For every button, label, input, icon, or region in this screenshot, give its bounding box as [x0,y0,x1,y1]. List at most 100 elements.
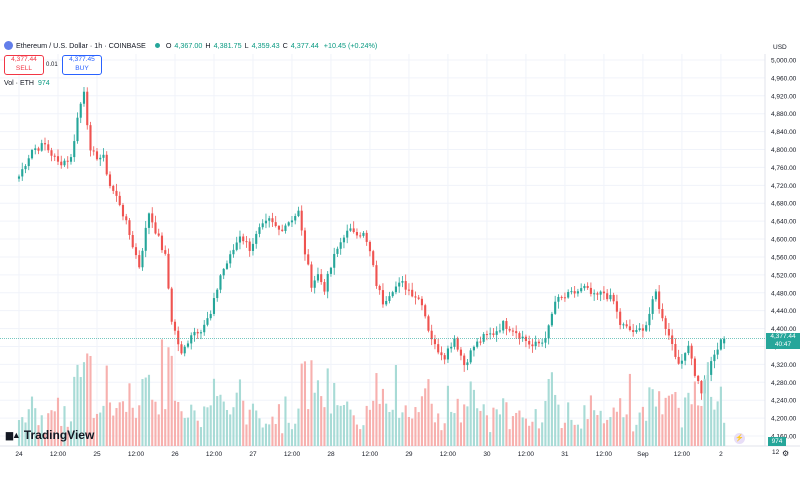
volume-bar [723,422,726,446]
volume-bar [79,377,82,446]
candle-body [521,336,524,339]
x-tick-label: 29 [405,451,413,458]
high-label: H [205,41,211,50]
volume-bar [53,411,56,446]
volume-bar [505,402,508,446]
candle-body [365,232,368,242]
volume-bar [193,410,196,446]
candle-body [472,346,475,351]
volume-bar [570,419,573,446]
volume-bar [86,353,89,446]
candle-body [693,358,696,376]
volume-bar [225,410,229,446]
volume-bar [290,429,294,446]
candle-body [229,254,232,264]
volume-bar [463,404,466,446]
candle-body [177,330,180,345]
candle-body [115,190,118,196]
candle-body [238,236,242,243]
volume-bar [128,383,131,446]
volume-bar [229,414,232,446]
volume-bar [524,418,527,446]
volume-bar [144,377,147,446]
buy-button[interactable]: 4,377.45 BUY [62,55,102,75]
buy-price: 4,377.45 [69,56,95,63]
volume-bar [173,400,177,446]
volume-bar [43,433,47,446]
volume-bar [190,404,193,446]
volume-bar [76,364,79,446]
candle-body [381,290,385,305]
volume-bar [404,405,407,446]
candle-body [479,341,482,343]
volume-bar [606,419,609,446]
y-tick-label: 4,800.00 [771,147,797,154]
plot-area [0,54,765,446]
candle-body [82,91,86,104]
volume-bar [235,392,238,446]
currency-label[interactable]: USD [773,44,787,51]
volume-bar [472,389,475,446]
candle-body [47,144,50,151]
market-status-icon [154,43,160,48]
x-tick-label: 12:00 [50,451,67,458]
volume-bar [544,400,547,446]
sell-button[interactable]: 4,377.44 SELL [4,55,44,75]
candle-body [664,318,667,330]
candle-body [147,213,151,228]
sell-label: SELL [15,64,33,72]
candle-body [677,356,680,364]
volume-bar [323,407,326,446]
y-tick-label: 4,600.00 [771,237,797,244]
volume-bar [352,415,355,446]
volume-bar [368,409,372,446]
volume-bar [258,418,261,446]
volume-bar [277,404,281,446]
volume-bar [206,407,209,446]
volume-bar [105,365,108,446]
volume-bar [89,355,92,446]
candle-body [206,318,209,325]
candle-body [151,213,154,223]
volume-bar [294,423,297,446]
candle-body [216,289,219,299]
volume-bar [502,398,505,446]
candle-body [141,250,144,268]
x-tick-label: 31 [561,451,569,458]
volume-bar [398,417,401,446]
candle-body [511,330,514,332]
open-label: O [165,41,172,50]
candle-body [125,216,128,221]
tradingview-logo[interactable]: ▆▲ TradingView [6,428,94,442]
y-tick-label: 4,200.00 [771,416,797,423]
candle-body [86,91,89,126]
volume-bar [710,396,713,446]
volume-bar [658,391,661,446]
volume-bar [170,355,173,446]
volume-bar [362,425,365,446]
settings-gear-icon[interactable]: ⚙ [782,449,790,458]
lightning-icon[interactable]: ⚡ [734,433,745,444]
x-tick-label: 12:00 [674,451,691,458]
candle-body [570,291,573,293]
volume-legend[interactable]: Vol · ETH 974 [4,80,50,87]
volume-bar [196,420,199,446]
candle-body [615,301,618,312]
volume-bar [654,406,657,446]
candle-body [154,222,157,234]
volume-bar [264,423,268,446]
candle-body [710,361,713,375]
candle-body [95,151,99,160]
candle-body [294,216,297,221]
candle-body [248,241,251,251]
volume-bar [706,362,709,446]
low-value: 4,359.43 [251,41,280,50]
volume-bar [645,420,648,446]
y-tick-label: 4,320.00 [771,362,797,369]
candle-body [102,154,105,158]
candle-body [255,233,258,244]
symbol-title[interactable]: Ethereum / U.S. Dollar · 1h · COINBASE [16,41,146,50]
volume-bar [73,376,76,446]
candle-body [112,185,115,191]
